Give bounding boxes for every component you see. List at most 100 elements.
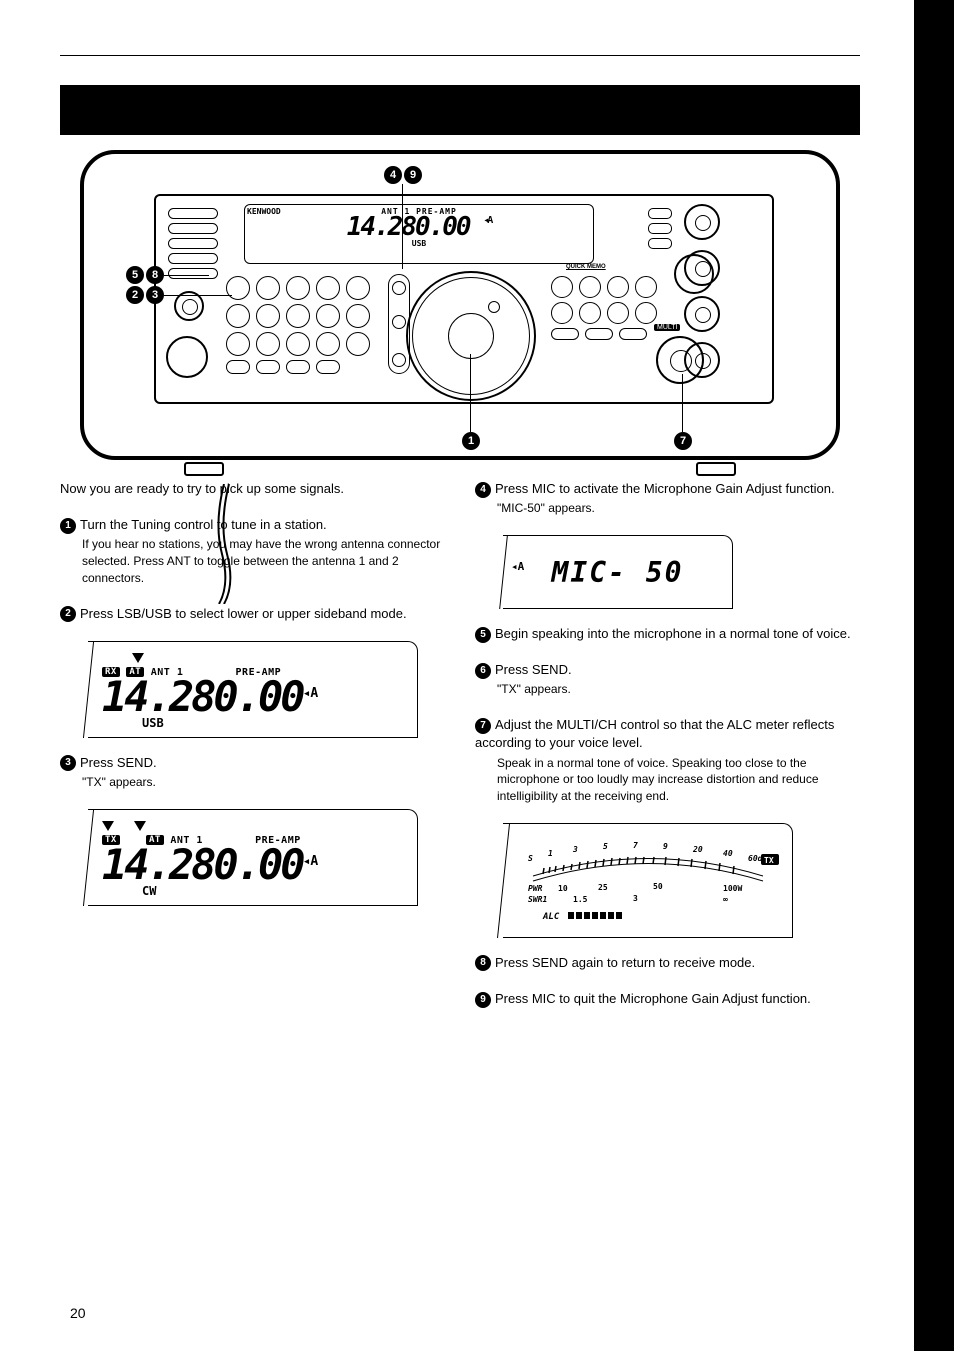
callout-3-inline: 3	[60, 755, 76, 771]
multi-label: MULTI	[654, 324, 680, 331]
callout-4: 4	[384, 166, 402, 184]
callout-5-inline: 5	[475, 627, 491, 643]
right-knob-column	[684, 204, 764, 388]
callout-2: 2	[126, 286, 144, 304]
callout-8-inline: 8	[475, 955, 491, 971]
svg-text:ALC: ALC	[542, 912, 560, 922]
button-grid	[226, 276, 386, 378]
callout-2-inline: 2	[60, 606, 76, 622]
step-9-text: Press MIC to quit the Microphone Gain Ad…	[495, 991, 811, 1006]
svg-text:3: 3	[572, 845, 578, 854]
callout-9-inline: 9	[475, 992, 491, 1008]
foot-right	[696, 462, 736, 476]
svg-text:100W: 100W	[723, 884, 742, 893]
callout-line-7	[682, 374, 683, 432]
disp2-vfo: ◂A	[303, 854, 319, 869]
lcd-frequency: 14.280.00 ◂A	[253, 216, 585, 239]
right-pill-buttons	[648, 208, 672, 253]
svg-text:10: 10	[558, 884, 568, 893]
svg-text:5: 5	[603, 842, 608, 851]
step-6-text: Press SEND.	[495, 662, 572, 677]
step-3: 3 Press SEND. "TX" appears.	[60, 754, 445, 791]
svg-text:50: 50	[653, 882, 663, 891]
callout-line-1	[470, 354, 471, 432]
step-2-text: Press LSB/USB to select lower or upper s…	[80, 606, 407, 621]
callout-5: 5	[126, 266, 144, 284]
step-5-text: Begin speaking into the microphone in a …	[495, 626, 851, 641]
svg-text:S: S	[528, 854, 533, 863]
display-snippet-meter: S13579204060dB PWR 102550100W SWR1 1.53∞…	[503, 823, 793, 938]
disp2-freq: 14.280.00	[102, 846, 303, 884]
svg-text:25: 25	[598, 883, 608, 892]
step-3-sub: "TX" appears.	[82, 774, 445, 791]
meter-svg: S13579204060dB PWR 102550100W SWR1 1.53∞…	[513, 836, 783, 926]
right-button-cluster	[551, 276, 657, 344]
step-1-text: Turn the Tuning control to tune in a sta…	[80, 517, 327, 532]
svg-text:PWR: PWR	[528, 884, 543, 893]
svg-text:TX: TX	[764, 856, 774, 865]
disp1-vfo: ◂A	[303, 686, 319, 701]
step-3-text: Press SEND.	[80, 755, 157, 770]
svg-text:7: 7	[633, 841, 638, 850]
header-rule	[60, 55, 860, 56]
step-4-sub: "MIC-50" appears.	[497, 500, 860, 517]
left-column: Now you are ready to try to pick up some…	[60, 480, 445, 1026]
svg-text:3: 3	[633, 894, 638, 903]
display-snippet-cw: TX AT ANT 1 PRE-AMP 14.280.00◂A CW	[88, 809, 418, 906]
callout-line-49	[402, 184, 403, 269]
left-pill-buttons	[168, 208, 218, 283]
callout-8: 8	[146, 266, 164, 284]
step-7: 7Adjust the MULTI/CH control so that the…	[475, 716, 860, 805]
svg-text:20: 20	[692, 845, 703, 854]
step-1-sub: If you hear no stations, you may have th…	[82, 536, 445, 586]
instruction-columns: Now you are ready to try to pick up some…	[60, 480, 860, 1026]
lcd-display: KENWOOD ANT 1 PRE-AMP 14.280.00 ◂A USB	[244, 204, 594, 264]
step-8: 8 Press SEND again to return to receive m…	[475, 954, 860, 972]
display-snippet-usb: RX AT ANT 1 PRE-AMP 14.280.00◂A USB	[88, 641, 418, 738]
page-number: 20	[70, 1305, 86, 1321]
svg-text:1: 1	[548, 849, 553, 858]
mic-text: MIC- 50	[517, 556, 718, 589]
section-title-bar	[60, 85, 860, 135]
callout-1-inline: 1	[60, 518, 76, 534]
callout-7-inline: 7	[475, 718, 491, 734]
step-4: 4 Press MIC to activate the Microphone Ga…	[475, 480, 860, 517]
lcd-mode: USB	[253, 239, 585, 248]
step-4-text: Press MIC to activate the Microphone Gai…	[495, 481, 835, 496]
right-black-margin	[914, 0, 954, 1351]
step-6: 6 Press SEND. "TX" appears.	[475, 661, 860, 698]
callout-6-inline: 6	[475, 663, 491, 679]
step-6-sub: "TX" appears.	[497, 681, 860, 698]
step-1: 1 Turn the Tuning control to tune in a st…	[60, 516, 445, 587]
mic-jack	[166, 336, 208, 378]
callout-9: 9	[404, 166, 422, 184]
callout-line-23	[164, 295, 232, 296]
quickmemo-label: QUICK MEMO	[566, 264, 606, 270]
step-9: 9 Press MIC to quit the Microphone Gain A…	[475, 990, 860, 1008]
step-7-text: Adjust the MULTI/CH control so that the …	[475, 717, 834, 750]
right-column: 4 Press MIC to activate the Microphone Ga…	[475, 480, 860, 1026]
radio-front-panel: 4 9 5 8 2 3 1 7 KENWOOD ANT 1 PRE-AMP 14…	[80, 150, 840, 460]
display-snippet-mic: ◂A MIC- 50	[503, 535, 733, 609]
brand-label: KENWOOD	[247, 207, 281, 216]
callout-7: 7	[674, 432, 692, 450]
radio-chassis: KENWOOD ANT 1 PRE-AMP 14.280.00 ◂A USB Q…	[154, 194, 774, 404]
step-7-sub: Speak in a normal tone of voice. Speakin…	[497, 755, 860, 805]
callout-1: 1	[462, 432, 480, 450]
intro-text: Now you are ready to try to pick up some…	[60, 480, 445, 498]
svg-text:40: 40	[723, 849, 733, 858]
callout-4-inline: 4	[475, 482, 491, 498]
step-5: 5 Begin speaking into the microphone in a…	[475, 625, 860, 643]
disp1-freq: 14.280.00	[102, 678, 303, 716]
callout-3: 3	[146, 286, 164, 304]
tuning-knob	[406, 271, 536, 401]
step-8-text: Press SEND again to return to receive mo…	[495, 955, 755, 970]
step-2: 2 Press LSB/USB to select lower or upper …	[60, 605, 445, 623]
mic-vfo: ◂A	[511, 560, 524, 573]
svg-text:9: 9	[663, 842, 668, 851]
svg-text:1.5: 1.5	[573, 895, 588, 904]
svg-text:SWR1: SWR1	[528, 895, 547, 904]
callout-line-58	[164, 275, 209, 276]
foot-left	[184, 462, 224, 476]
svg-text:∞: ∞	[723, 895, 728, 904]
